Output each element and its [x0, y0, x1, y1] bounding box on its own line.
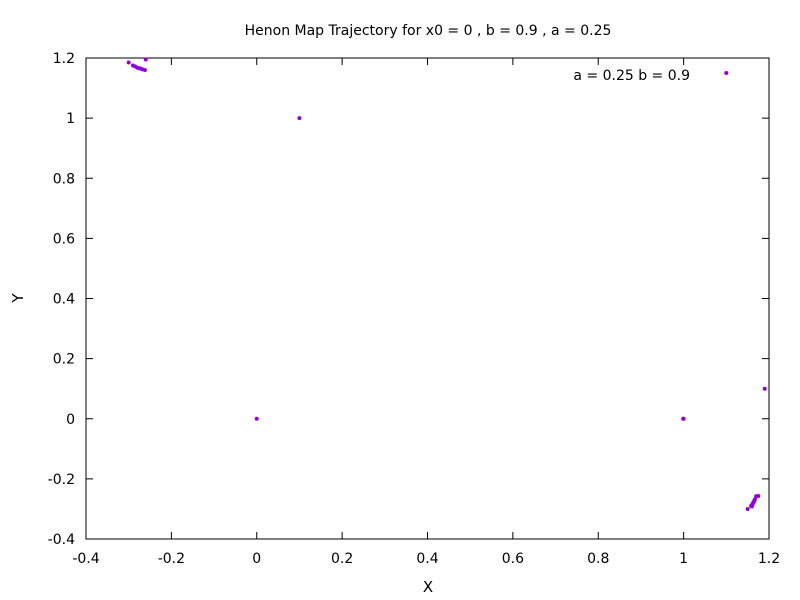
plot-frame: [85, 57, 770, 540]
x-tick-label: 0.6: [502, 551, 524, 567]
y-tick-label: 1.2: [53, 51, 75, 67]
x-tick-label: -0.4: [72, 551, 99, 567]
y-tick-label: 1: [66, 111, 75, 127]
data-point: [756, 494, 761, 499]
y-tick-label: 0.2: [53, 352, 75, 368]
y-tick-label: 0.6: [53, 231, 75, 247]
data-point: [745, 506, 750, 511]
data-points: [126, 57, 767, 511]
data-point: [297, 116, 302, 121]
data-point: [752, 498, 757, 503]
data-point: [762, 386, 767, 391]
x-tick-label: 0.2: [331, 551, 353, 567]
y-tick-label: 0: [66, 412, 75, 428]
data-point: [724, 71, 729, 76]
data-point: [254, 416, 259, 421]
data-point: [143, 57, 148, 62]
x-tick-label: -0.2: [158, 551, 185, 567]
x-tick-label: 0.4: [416, 551, 438, 567]
data-point: [126, 60, 131, 65]
parameter-annotation: a = 0.25 b = 0.9: [573, 68, 690, 84]
x-tick-label: 0.8: [587, 551, 609, 567]
y-tick-label: 0.4: [53, 292, 75, 308]
x-tick-label: 1: [679, 551, 688, 567]
data-point: [142, 68, 147, 73]
y-tick-label: -0.4: [48, 532, 75, 548]
x-tick-label: 0: [252, 551, 261, 567]
y-tick-label: -0.2: [48, 472, 75, 488]
x-axis-label: X: [423, 578, 433, 596]
axis-ticks: -0.4 -0.2 0 0.2 0.4 0.6 0.8 1 1.2 -0.4 -0.2 0 0.2 0.4…: [48, 51, 780, 567]
x-tick-label: 1.2: [758, 551, 780, 567]
y-axis-label: Y: [9, 293, 27, 304]
data-point: [681, 416, 686, 421]
chart-title: Henon Map Trajectory for x0 = 0 , b = 0.…: [245, 23, 612, 39]
y-tick-label: 0.8: [53, 171, 75, 187]
